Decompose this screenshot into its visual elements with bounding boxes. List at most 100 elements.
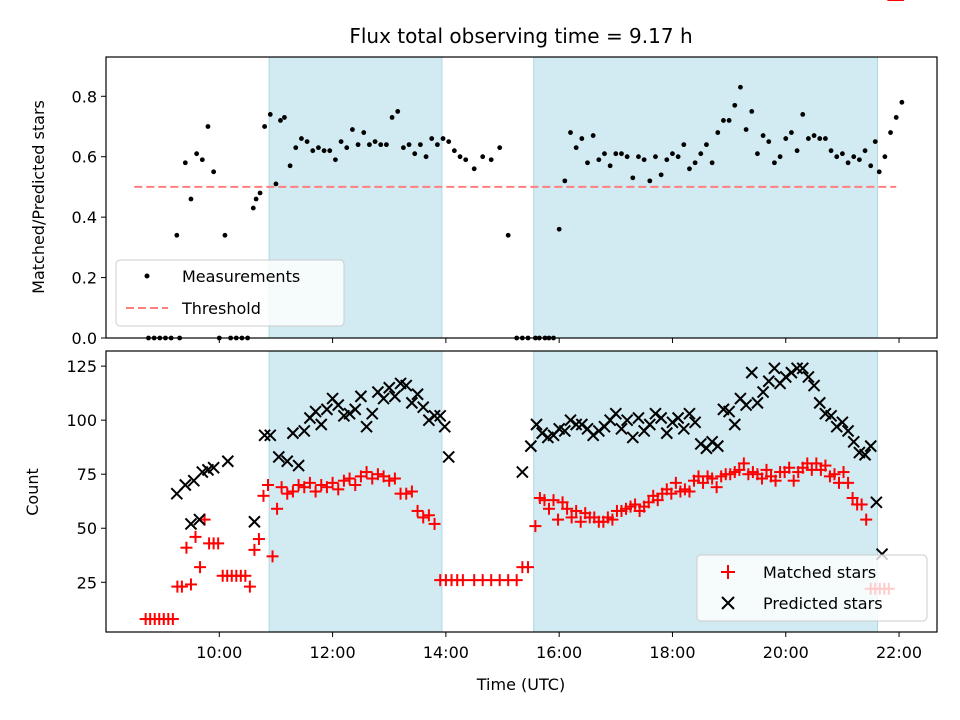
measurement-point: [893, 115, 899, 120]
matched-star-marker: [332, 483, 345, 496]
matched-star-marker: [522, 561, 535, 574]
measurement-point: [749, 108, 755, 114]
predicted-star-stroke-b: [394, 377, 407, 390]
predicted-star-marker: [442, 450, 455, 464]
predicted-star-marker: [643, 418, 657, 431]
matched-star-marker: [252, 533, 265, 546]
predicted-star-marker: [388, 390, 402, 403]
y-axis-label-top: Matched/Predicted stars: [29, 100, 48, 294]
measurement-point: [704, 142, 709, 148]
predicted-star-stroke-b: [751, 396, 764, 410]
measurement-point: [463, 157, 469, 163]
predicted-star-marker: [272, 450, 285, 464]
predicted-star-marker: [434, 409, 447, 423]
matched-star-marker: [787, 474, 800, 487]
x-axis-label: Time (UTC): [476, 675, 565, 694]
measurement-point: [278, 118, 283, 123]
measurement-point: [743, 127, 749, 132]
matched-star-marker: [669, 476, 682, 489]
legend-measurement-label: Measurements: [182, 267, 300, 286]
matched-star-marker: [733, 463, 746, 476]
measurement-point: [738, 84, 743, 90]
predicted-star-marker: [569, 418, 583, 431]
predicted-star-stroke-b: [272, 450, 285, 464]
measurement-point: [440, 136, 446, 141]
measurement-point: [573, 145, 579, 151]
measurement-point: [834, 154, 840, 160]
predicted-star-marker: [683, 407, 696, 420]
predicted-star-marker: [320, 403, 334, 416]
matched-star-marker: [842, 476, 855, 489]
measurement-point: [412, 151, 418, 157]
measurement-point: [199, 157, 205, 163]
measurement-point: [636, 154, 641, 160]
predicted-star-stroke-b: [298, 424, 311, 438]
measurement-point: [480, 154, 486, 160]
predicted-star-stroke-b: [683, 407, 696, 420]
matched-star-marker: [360, 466, 373, 479]
predicted-star-stroke-b: [434, 409, 447, 423]
matched-star-marker: [665, 487, 678, 500]
matched-star-marker: [561, 502, 574, 515]
legend-predicted-label: Predicted stars: [763, 594, 883, 613]
measurement-point: [715, 130, 721, 135]
y-axis-ticks-top: 0.0 0.2 0.4 0.6 0.8: [72, 87, 106, 348]
measurement-point: [579, 136, 585, 141]
predicted-star-stroke-b: [688, 416, 702, 429]
matched-star-marker: [281, 487, 294, 500]
predicted-star-stroke-b: [813, 396, 826, 410]
measurement-point: [188, 196, 194, 202]
measurement-point: [333, 157, 338, 163]
predicted-star-stroke-b: [377, 392, 390, 405]
predicted-star-marker: [349, 403, 362, 416]
measurement-point: [316, 145, 321, 151]
measurement-point: [389, 115, 395, 120]
legend-bottom: Matched stars Predicted stars: [696, 554, 928, 622]
predicted-star-stroke-b: [620, 413, 634, 427]
measurement-point: [562, 178, 568, 184]
predicted-star-marker: [428, 409, 441, 423]
matched-star-marker: [510, 574, 523, 587]
legend-matched-label: Matched stars: [763, 563, 876, 582]
top-ytick-label: 0.8: [72, 87, 97, 106]
predicted-star-stroke-b: [552, 422, 566, 436]
matched-star-marker: [428, 517, 441, 530]
predicted-star-marker: [660, 426, 674, 440]
matched-star-marker: [697, 476, 710, 489]
measurement-point: [182, 160, 188, 166]
predicted-star-marker: [558, 424, 572, 438]
matched-star-marker: [315, 479, 328, 492]
legend-matched-marker: [721, 565, 735, 579]
observing-windows-top: [268, 56, 879, 339]
measurement-point: [840, 151, 845, 157]
x-axis-ticks-top: [218, 338, 900, 343]
predicted-star-stroke-b: [193, 513, 206, 526]
predicted-star-stroke-b: [632, 411, 645, 425]
measurement-point: [321, 148, 327, 154]
predicted-star-stroke-b: [286, 426, 300, 440]
measurement-point: [257, 190, 263, 196]
measurement-point: [446, 139, 452, 145]
predicted-star-marker: [179, 478, 192, 492]
measurement-point: [395, 108, 401, 114]
measurement-point: [505, 232, 511, 238]
matched-star-marker: [257, 489, 270, 502]
predicted-star-stroke-b: [264, 429, 277, 442]
legend-top: Measurements Threshold: [115, 259, 345, 327]
matched-star-marker: [565, 511, 578, 524]
matched-star-marker: [855, 498, 868, 511]
measurement-point: [789, 130, 794, 135]
measurement-point: [556, 226, 562, 232]
predicted-star-marker: [688, 416, 702, 429]
measurement-point: [709, 160, 715, 166]
predicted-star-stroke-b: [824, 409, 838, 423]
predicted-star-stroke-b: [841, 424, 855, 438]
matched-star-marker: [760, 463, 773, 476]
matched-star-marker: [271, 502, 284, 515]
measurement-point: [602, 151, 607, 157]
measurement-point: [568, 130, 573, 135]
bottom-xtick-label: 22:00: [876, 643, 922, 662]
legend-predicted-marker: [721, 596, 735, 610]
predicted-star-marker: [728, 418, 741, 431]
